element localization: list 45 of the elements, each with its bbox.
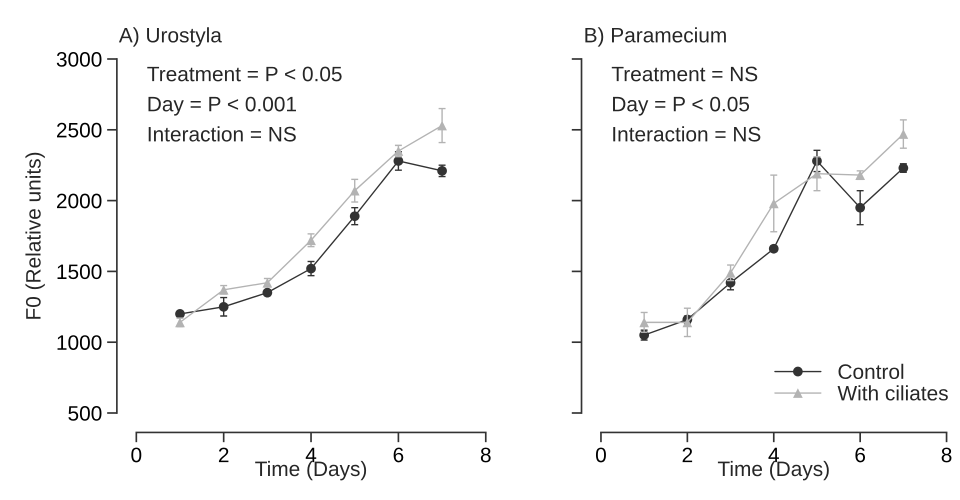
y-axis-title: F0 (Relative units): [25, 152, 45, 319]
x-tick-label: 8: [942, 448, 952, 462]
legend-label: With ciliates: [838, 385, 948, 401]
point: [306, 235, 316, 246]
y-tick-label: 3000: [56, 52, 102, 67]
annotation: Treatment = P < 0.05: [147, 66, 342, 82]
legend-label: Control: [838, 364, 904, 380]
x-tick-label: 4: [768, 448, 779, 462]
point: [394, 156, 404, 166]
y-tick-label: 500: [68, 406, 102, 421]
annotation: Treatment = NS: [612, 66, 758, 82]
x-tick-label: 4: [306, 448, 316, 462]
x-axis-title: Time (Days): [255, 460, 366, 480]
point: [350, 211, 360, 222]
x-tick-label: 2: [218, 448, 228, 462]
annotation: Day = P < 0.05: [613, 96, 750, 116]
point: [437, 120, 447, 130]
point: [262, 288, 272, 298]
x-tick-label: 0: [131, 448, 142, 462]
point: [812, 168, 822, 179]
point: [855, 202, 866, 213]
annotation: Interaction = NS: [148, 126, 296, 142]
x-tick-label: 2: [682, 448, 692, 462]
x-tick-label: 0: [596, 448, 606, 462]
x-tick-label: 6: [394, 448, 404, 462]
y-tick-label: 2500: [57, 122, 102, 138]
point: [639, 318, 650, 328]
y-tick-label: 2000: [57, 194, 102, 208]
point: [726, 268, 736, 278]
point: [350, 186, 360, 196]
point: [768, 244, 779, 254]
point: [898, 129, 908, 139]
x-tick-label: 8: [480, 448, 491, 462]
chart-title: A) Urostyla: [118, 27, 222, 47]
y-tick-label: 1500: [58, 264, 102, 280]
x-tick-label: 6: [855, 448, 866, 462]
point: [306, 264, 316, 274]
point: [218, 302, 229, 312]
chart-title: B) Paramecium: [585, 27, 726, 47]
annotation: Day = P < 0.001: [148, 96, 296, 116]
point: [682, 318, 692, 328]
annotation: Interaction = NS: [613, 126, 760, 142]
x-axis-title: Time (Days): [718, 460, 829, 480]
point: [768, 198, 779, 208]
y-tick-label: 1000: [58, 335, 102, 350]
